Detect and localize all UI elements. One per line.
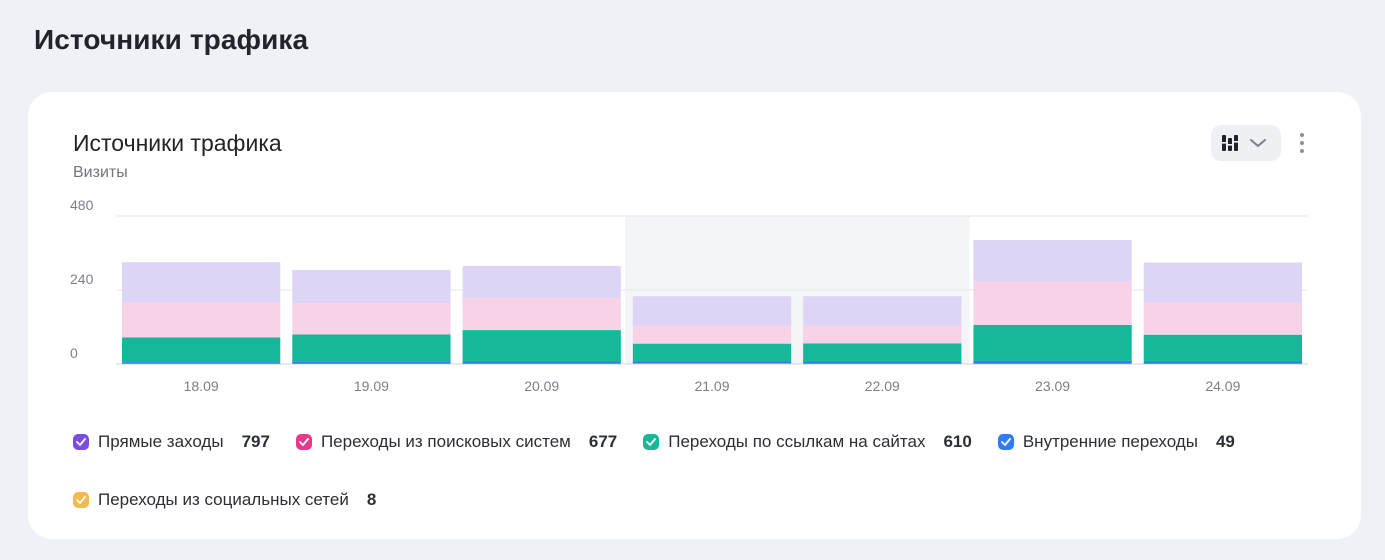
bar-segment[interactable]: [122, 362, 281, 364]
check-icon[interactable]: [643, 434, 660, 450]
legend-label: Прямые заходы: [98, 432, 224, 451]
y-tick-label: 0: [70, 345, 78, 361]
chart-type-dropdown[interactable]: [1211, 125, 1281, 161]
bar-segment[interactable]: [973, 240, 1132, 282]
bar-segment[interactable]: [632, 363, 792, 364]
card-title: Источники трафика: [73, 130, 282, 156]
legend-label: Переходы из поисковых систем: [320, 432, 571, 451]
bar-segment[interactable]: [632, 325, 792, 344]
bar-segment[interactable]: [462, 298, 621, 331]
chart-legend: Прямые заходы 797 Переходы из поисковых си…: [73, 431, 1313, 511]
bar-segment[interactable]: [632, 361, 792, 364]
legend-value: 677: [588, 432, 618, 451]
bar-segment[interactable]: [462, 330, 621, 362]
x-tick-label: 22.09: [865, 378, 900, 394]
bar-segment[interactable]: [122, 262, 281, 303]
check-icon[interactable]: [73, 434, 89, 450]
check-icon[interactable]: [73, 492, 89, 508]
x-tick-label: 21.09: [694, 378, 729, 394]
x-tick-label: 18.09: [184, 378, 219, 394]
more-options-button[interactable]: [1294, 131, 1310, 155]
check-icon[interactable]: [295, 434, 312, 450]
y-tick-label: 480: [70, 197, 94, 213]
stacked-bars-icon: [1221, 134, 1239, 152]
bar-segment[interactable]: [803, 343, 962, 362]
traffic-sources-card: Источники трафика Визиты 0 240 480 18.09 19.…: [28, 92, 1361, 539]
legend-label: Переходы по ссылкам на сайтах: [668, 432, 926, 451]
bar-segment[interactable]: [292, 361, 451, 364]
bar-segment[interactable]: [803, 325, 962, 344]
bar-segment[interactable]: [462, 361, 621, 364]
legend-value: 610: [943, 432, 972, 451]
x-tick-label: 23.09: [1035, 378, 1070, 394]
legend-item[interactable]: Прямые заходы 797: [73, 431, 270, 453]
legend-item[interactable]: Внутренние переходы 49: [997, 431, 1235, 453]
check-icon[interactable]: [997, 434, 1014, 450]
more-dot: [1300, 133, 1304, 137]
bar-segment[interactable]: [803, 296, 962, 326]
legend-item[interactable]: Переходы по ссылкам на сайтах 610: [643, 431, 972, 453]
x-tick-label: 19.09: [354, 378, 389, 394]
bar-segment[interactable]: [292, 269, 451, 304]
bar-segment[interactable]: [122, 337, 281, 363]
legend-label: Переходы из социальных сетей: [98, 490, 349, 509]
bar-segment[interactable]: [292, 303, 451, 335]
bar-segment[interactable]: [973, 324, 1132, 361]
bar-segment[interactable]: [632, 343, 792, 362]
x-tick-label: 24.09: [1205, 378, 1240, 394]
bar-segment[interactable]: [1143, 334, 1302, 362]
legend-label: Внутренние переходы: [1022, 432, 1198, 451]
legend-value: 8: [366, 490, 377, 509]
bar-segment[interactable]: [973, 360, 1132, 364]
y-tick-label: 240: [70, 271, 94, 287]
bar-segment[interactable]: [122, 302, 281, 338]
bar-segment[interactable]: [803, 361, 962, 364]
bar-segment[interactable]: [1143, 361, 1302, 364]
card-subtitle: Визиты: [73, 164, 128, 181]
more-dot: [1300, 141, 1304, 145]
bar-segment[interactable]: [292, 334, 451, 362]
legend-value: 49: [1215, 432, 1235, 451]
page-title: Источники трафика: [34, 24, 309, 55]
legend-value: 797: [241, 432, 270, 451]
bar-segment[interactable]: [462, 265, 621, 299]
legend-item[interactable]: Переходы из социальных сетей 8: [73, 489, 376, 511]
bar-segment[interactable]: [1143, 262, 1302, 303]
chevron-down-icon: [1249, 137, 1267, 149]
bar-segment[interactable]: [632, 296, 792, 326]
bar-segment[interactable]: [1143, 302, 1302, 335]
more-dot: [1300, 149, 1304, 153]
x-tick-label: 20.09: [524, 378, 559, 394]
legend-item[interactable]: Переходы из поисковых систем 677: [295, 431, 618, 453]
bar-segment[interactable]: [973, 281, 1132, 325]
